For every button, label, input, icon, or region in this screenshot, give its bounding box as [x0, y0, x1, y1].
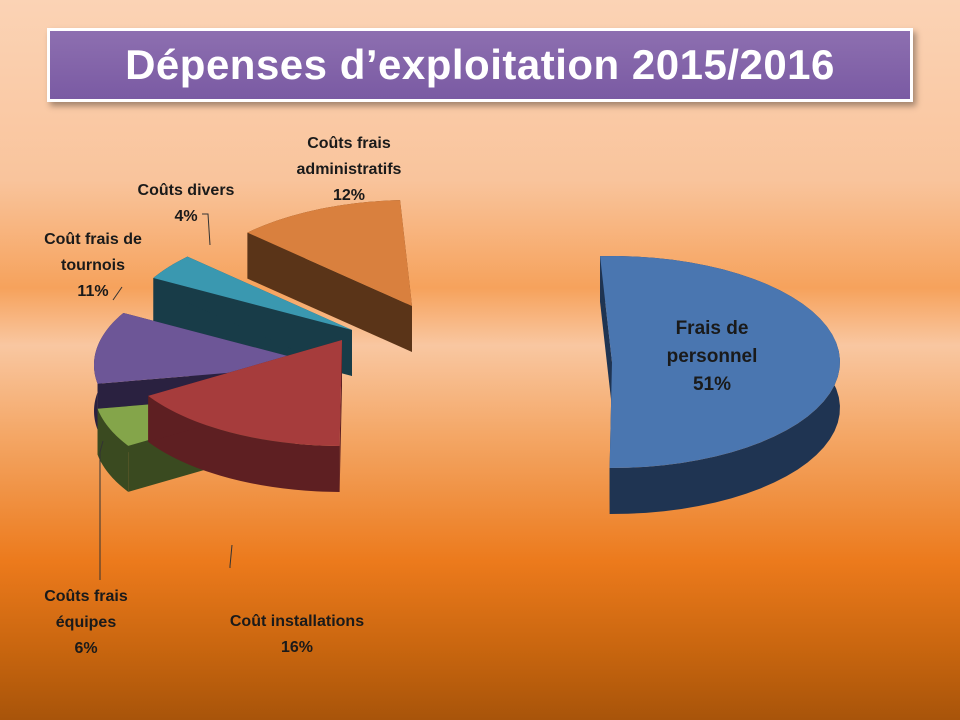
chart-title: Dépenses d’exploitation 2015/2016: [125, 41, 835, 88]
label-line: Frais de: [676, 318, 749, 339]
label-tournois: Coût frais de tournois 11%: [44, 231, 142, 300]
label-line: 16%: [281, 639, 313, 656]
slice-divers: [153, 256, 352, 376]
leader-line: [229, 544, 233, 568]
slice-top: [247, 200, 412, 306]
label-line: Coûts frais: [44, 588, 128, 605]
label-equipes: Coûts frais équipes 6%: [44, 588, 128, 657]
label-line: Coûts frais: [307, 135, 391, 152]
label-line: 12%: [333, 187, 365, 204]
leader-line: [112, 286, 123, 301]
label-line: Coût frais de: [44, 231, 142, 248]
label-line: personnel: [667, 346, 758, 367]
leader-line: [202, 213, 211, 246]
slice-wall: [600, 256, 612, 408]
label-line: 6%: [74, 640, 97, 657]
label-line: tournois: [61, 257, 125, 274]
label-line: 11%: [77, 283, 108, 300]
label-line: Coût installations: [230, 613, 364, 630]
slice-installations: [148, 340, 342, 492]
label-line: 51%: [693, 374, 731, 395]
slice-personnel: [600, 256, 840, 514]
label-line: équipes: [56, 614, 117, 631]
slice-administratifs: [247, 200, 412, 352]
label-installations: Coût installations 16%: [230, 613, 364, 656]
slice-wall: [247, 232, 412, 352]
leader-line: [99, 440, 104, 580]
slice-top: [148, 340, 342, 446]
title-banner: Dépenses d’exploitation 2015/2016: [47, 28, 913, 102]
slice-top: [153, 256, 352, 330]
label-line: administratifs: [297, 161, 402, 178]
slice-side: [148, 395, 340, 492]
label-personnel: Frais de personnel 51%: [667, 318, 758, 395]
label-line: Coûts divers: [138, 182, 235, 199]
label-administratifs: Coûts frais administratifs 12%: [297, 135, 402, 204]
label-divers: Coûts divers 4%: [138, 182, 235, 225]
slice-top: [600, 256, 840, 468]
label-line: 4%: [174, 208, 197, 225]
